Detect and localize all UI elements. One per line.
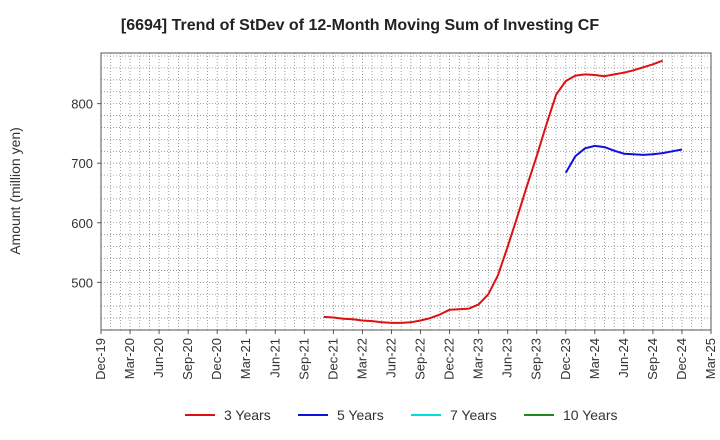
x-tick-label: Dec-19 bbox=[93, 338, 108, 380]
series-line-3-years bbox=[323, 59, 663, 324]
y-axis-label: Amount (million yen) bbox=[7, 127, 23, 255]
x-tick-label: Jun-21 bbox=[267, 338, 282, 378]
x-tick-label: Sep-20 bbox=[180, 338, 195, 380]
plot-frame bbox=[100, 52, 712, 331]
y-tick-label: 800 bbox=[71, 97, 93, 112]
x-tick-label: Mar-25 bbox=[703, 338, 718, 379]
x-tick-label: Jun-23 bbox=[500, 338, 515, 378]
legend: 3 Years 5 Years 7 Years 10 Years bbox=[185, 407, 618, 423]
x-tick-label: Mar-23 bbox=[471, 338, 486, 379]
x-tick-label: Sep-23 bbox=[529, 338, 544, 380]
x-tick-label: Dec-24 bbox=[674, 338, 689, 380]
chart-title: [6694] Trend of StDev of 12-Month Moving… bbox=[121, 17, 599, 34]
legend-label-3-years: 3 Years bbox=[224, 407, 271, 423]
x-tick-label: Dec-22 bbox=[442, 338, 457, 380]
legend-label-10-years: 10 Years bbox=[563, 407, 618, 423]
x-tick-label: Sep-22 bbox=[413, 338, 428, 380]
legend-label-7-years: 7 Years bbox=[450, 407, 497, 423]
grid bbox=[101, 53, 711, 330]
y-tick-label: 700 bbox=[71, 156, 93, 171]
x-tick-label: Jun-22 bbox=[383, 338, 398, 378]
x-tick-label: Jun-24 bbox=[616, 338, 631, 378]
series-line-5-years bbox=[564, 144, 683, 174]
x-ticks: Dec-19 Mar-20 Jun-20 Sep-20 Dec-20 Mar-21 Jun-… bbox=[93, 330, 718, 380]
legend-label-5-years: 5 Years bbox=[337, 407, 384, 423]
x-tick-label: Jun-20 bbox=[151, 338, 166, 378]
x-tick-label: Mar-20 bbox=[122, 338, 137, 379]
y-tick-label: 500 bbox=[71, 275, 93, 290]
x-tick-label: Mar-21 bbox=[238, 338, 253, 379]
x-tick-label: Mar-24 bbox=[587, 338, 602, 379]
y-tick-label: 600 bbox=[71, 216, 93, 231]
x-tick-label: Sep-21 bbox=[296, 338, 311, 380]
x-tick-label: Dec-20 bbox=[209, 338, 224, 380]
y-ticks: 500 600 700 800 bbox=[71, 97, 101, 290]
x-tick-label: Sep-24 bbox=[645, 338, 660, 380]
series-lines bbox=[323, 59, 683, 324]
x-tick-label: Dec-21 bbox=[325, 338, 340, 380]
x-tick-label: Mar-22 bbox=[354, 338, 369, 379]
plot-area bbox=[101, 53, 711, 330]
x-tick-label: Dec-23 bbox=[558, 338, 573, 380]
